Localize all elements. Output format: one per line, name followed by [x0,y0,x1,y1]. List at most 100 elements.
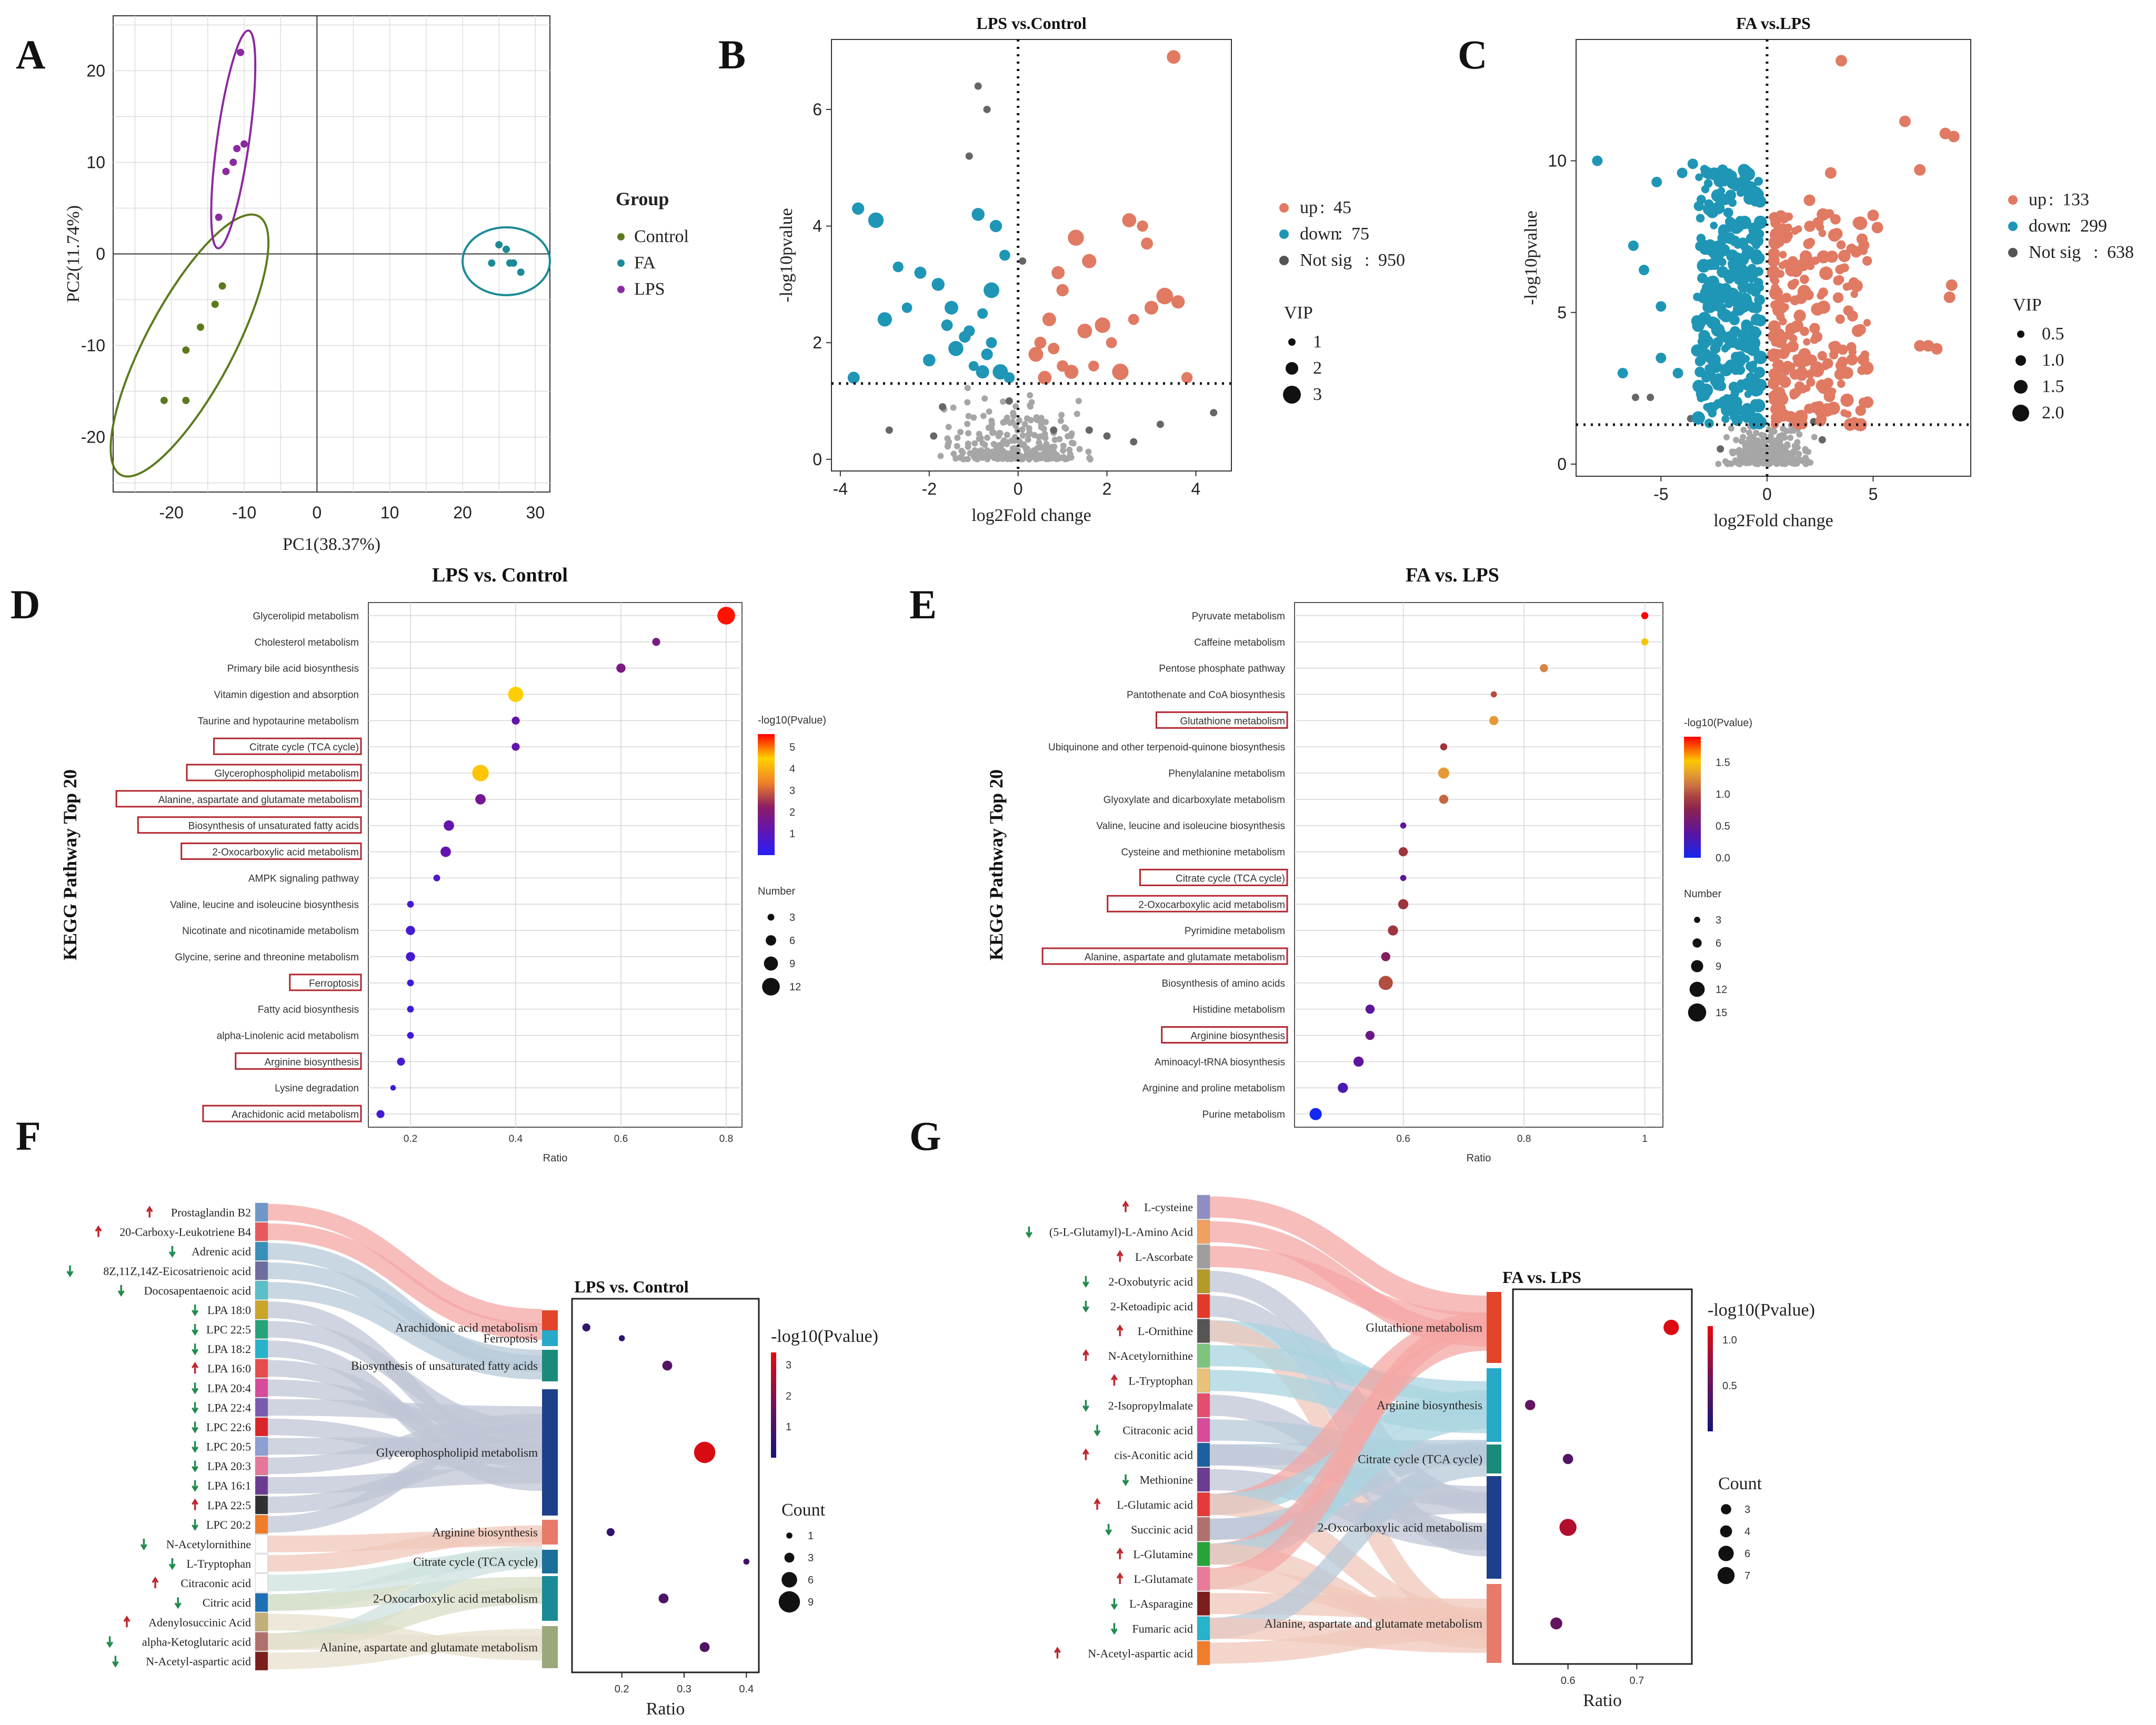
sankey-up-arrow-icon [1054,1647,1061,1659]
sankey-metabolite-label: LPC 22:6 [206,1420,251,1433]
kegg-y-axis-label: KEGG Pathway Top 20 [986,769,1007,960]
volcano-point-down [1731,181,1741,192]
volcano-point-notsig [1742,440,1749,447]
volcano-point-down [959,331,971,343]
kegg-bubble [1489,716,1499,726]
volcano-x-tick-label: 5 [1869,485,1878,504]
bubble-plot-area [1512,1288,1693,1665]
volcano-point-up [1769,286,1783,300]
sankey-metabolite-label: L-Asparagine [1129,1597,1193,1610]
kegg-colorbar-title: -log10(Pvalue) [1684,717,1752,729]
sankey-metabolite-label: Prostaglandin B2 [171,1206,251,1219]
volcano-point-up [1769,333,1780,343]
volcano-point-down [1746,283,1758,295]
volcano-point-notsig [996,429,1003,436]
volcano-point-up [1803,238,1814,249]
volcano-point-notsig [954,443,960,449]
volcano-point-notsig [1723,434,1730,440]
volcano-point-notsig [1076,446,1083,453]
volcano-point-down [1754,177,1763,186]
kegg-bubble [397,1057,405,1066]
volcano-point-notsig [970,454,977,460]
sankey-bubble-lps-vs-control: Prostaglandin B2 20-Carboxy-Leukotriene B… [66,1202,878,1719]
volcano-point-up [1824,167,1837,179]
kegg-bubble [717,607,735,625]
sankey-metabolite-label: L-Glutamic acid [1117,1498,1193,1511]
volcano-point-up [1816,223,1824,232]
volcano-point-notsig [1066,446,1073,453]
sankey-metabolite-label: LPC 20:5 [206,1440,251,1453]
sankey-pathway-label: Citrate cycle (TCA cycle) [1358,1453,1482,1466]
volcano-point-notsig [1796,431,1803,438]
volcano-vip-legend-marker [1288,338,1296,346]
kegg-size-legend-label: 9 [1716,961,1721,972]
sankey-metabolite-label: LPC 22:5 [206,1323,251,1336]
volcano-y-tick-label: 6 [813,100,822,119]
bubble-size-legend-title: Count [1718,1474,1762,1493]
sankey-metabolite-block [1197,1418,1210,1442]
volcano-point-up [1899,115,1911,127]
volcano-point-down [1706,297,1718,310]
volcano-point-up [1793,309,1806,322]
kegg-bubble [1365,1030,1375,1040]
volcano-point-up [1771,420,1779,429]
volcano-point-down [1750,399,1760,409]
sankey-metabolite-block [255,1222,268,1241]
sankey-pathway-block [1487,1584,1501,1663]
volcano-point-up [1922,340,1934,352]
bubble-x-tick-label: 0.7 [1629,1675,1644,1687]
volcano-point-down [1716,290,1724,300]
sankey-bubble-fa-vs-lps: L-cysteine (5-L-Glutamyl)-L-Amino Acid L-A… [1025,1195,1815,1710]
volcano-point-notsig [1033,414,1040,420]
pca-legend-marker [617,286,625,293]
sankey-down-arrow-icon [1110,1598,1118,1610]
sankey-down-arrow-icon [140,1538,147,1551]
volcano-point-notsig [1001,418,1008,425]
kegg-bubble [472,765,489,781]
sankey-link [1209,1317,1487,1590]
volcano-point-notsig [1031,432,1038,438]
volcano-point-notsig [1074,410,1080,417]
kegg-size-legend-marker [1691,960,1703,972]
volcano-point-down [1731,365,1741,375]
sankey-metabolite-label: Docosapentaenoic acid [144,1284,251,1297]
volcano-point-notsig [989,429,996,436]
kegg-bubble [512,716,520,725]
pca-legend-marker [617,233,625,240]
volcano-point-notsig [1049,453,1056,460]
sankey-metabolite-label: N-Acetyl-aspartic acid [146,1654,251,1668]
sankey-down-arrow-icon [192,1421,199,1433]
pca-point-lps [229,158,237,166]
sankey-metabolite-block [1197,1616,1210,1641]
pca-legend-label: FA [634,253,656,273]
kegg-pathway-highlight-box [1041,947,1288,965]
bubble-point [1550,1617,1562,1630]
pca-legend-marker [617,259,625,267]
volcano-point-notsig [1740,434,1747,440]
volcano-legend-count: 45 [1333,198,1351,217]
volcano-point-up [1028,347,1044,362]
volcano-point-down [1677,167,1688,178]
sankey-up-arrow-icon [192,1361,199,1374]
kegg-bubble [616,663,626,673]
kegg-pathway-label: 2-Oxocarboxylic acid metabolism [212,847,359,858]
volcano-point-notsig [959,449,966,456]
volcano-point-down [1704,418,1714,428]
kegg-pathway-label: alpha-Linolenic acid metabolism [217,1031,359,1042]
sankey-metabolite-label: (5-L-Glutamyl)-L-Amino Acid [1049,1226,1193,1239]
volcano-point-up [1818,287,1828,297]
sankey-metabolite-label: 8Z,11Z,14Z-Eicosatrienoic acid [103,1265,251,1278]
volcano-point-up [1840,393,1854,407]
sankey-metabolite-label: Citraconic acid [180,1577,251,1590]
sankey-metabolite-label: LPA 20:4 [207,1381,251,1395]
volcano-x-axis-label: log2Fold change [1713,511,1833,530]
volcano-title: FA vs.LPS [1736,14,1811,33]
kegg-pathway-label: Caffeine metabolism [1194,637,1285,648]
kegg-pathway-highlight-box [1139,868,1288,886]
volcano-point-notsig [1818,436,1826,444]
volcano-point-up [1137,220,1148,232]
sankey-metabolite-label: Fumaric acid [1132,1622,1193,1635]
kegg-x-tick-label: 0.6 [614,1134,628,1145]
volcano-point-up [1803,338,1811,346]
